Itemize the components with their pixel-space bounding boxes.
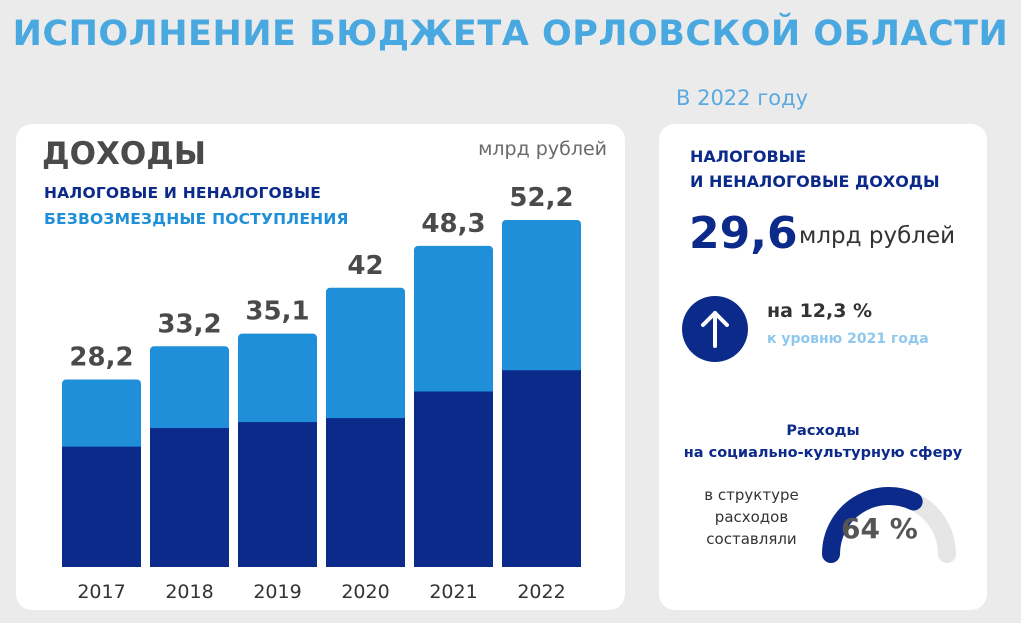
kpi-unit: млрд рублей (799, 223, 956, 249)
x-tick-2021: 2021 (429, 581, 477, 603)
bar-tax-2021 (414, 391, 493, 567)
expenses-note: в структуре расходов составляли (689, 484, 814, 550)
total-label-2021: 48,3 (421, 209, 485, 239)
bar-tax-2020 (326, 418, 405, 567)
total-label-2018: 33,2 (157, 309, 221, 339)
expenses-note-line1: в структуре (704, 486, 799, 504)
growth-value: на 12,3 % (767, 300, 873, 322)
x-tick-2019: 2019 (253, 581, 301, 603)
year-note: В 2022 году (676, 86, 809, 110)
chart-unit: млрд рублей (478, 138, 607, 160)
total-label-2022: 52,2 (509, 183, 573, 213)
bar-tax-2017 (62, 446, 141, 567)
kpi-label-line1: НАЛОГОВЫЕ (690, 147, 807, 166)
bar-tax-2018 (150, 428, 229, 567)
legend-grants: БЕЗВОЗМЕЗДНЫЕ ПОСТУПЛЕНИЯ (44, 210, 349, 228)
income-chart-card: ДОХОДЫ млрд рублей НАЛОГОВЫЕ И НЕНАЛОГОВ… (16, 124, 625, 610)
gauge-fill (822, 487, 923, 563)
chart-title: ДОХОДЫ (42, 136, 206, 172)
expenses-gauge (822, 487, 956, 563)
total-label-2017: 28,2 (69, 343, 133, 373)
x-tick-2018: 2018 (165, 581, 213, 603)
kpi-label: НАЛОГОВЫЕ И НЕНАЛОГОВЫЕ ДОХОДЫ (690, 144, 940, 194)
kpi-label-line2: И НЕНАЛОГОВЫЕ ДОХОДЫ (690, 172, 940, 191)
x-tick-2017: 2017 (77, 581, 125, 603)
kpi-value: 29,6 (689, 208, 798, 259)
x-tick-2020: 2020 (341, 581, 389, 603)
arrow-up-icon (682, 296, 748, 362)
expenses-title: Расходы на социально-культурную сферу (659, 420, 987, 464)
bar-tax-2019 (238, 422, 317, 567)
page-title: ИСПОЛНЕНИЕ БЮДЖЕТА ОРЛОВСКОЙ ОБЛАСТИ (12, 14, 1009, 54)
total-label-2019: 35,1 (245, 297, 309, 327)
bar-tax-2022 (502, 370, 581, 567)
income-bar-chart: 28,2 2017 33,2 2018 35,1 2019 42 2020 48,3 2021 52… (62, 183, 581, 603)
expenses-title-line2: на социально-культурную сферу (683, 445, 963, 461)
expenses-note-line2: расходов (714, 508, 789, 526)
x-tick-2022: 2022 (517, 581, 565, 603)
summary-card: НАЛОГОВЫЕ И НЕНАЛОГОВЫЕ ДОХОДЫ 29,6 млрд… (659, 124, 987, 610)
growth-note: к уровню 2021 года (767, 331, 929, 347)
legend-tax: НАЛОГОВЫЕ И НЕНАЛОГОВЫЕ (44, 184, 321, 202)
gauge-value: 64 % (841, 512, 918, 545)
expenses-note-line3: составляли (706, 530, 797, 548)
total-label-2020: 42 (347, 251, 383, 281)
expenses-title-line1: Расходы (786, 423, 860, 439)
